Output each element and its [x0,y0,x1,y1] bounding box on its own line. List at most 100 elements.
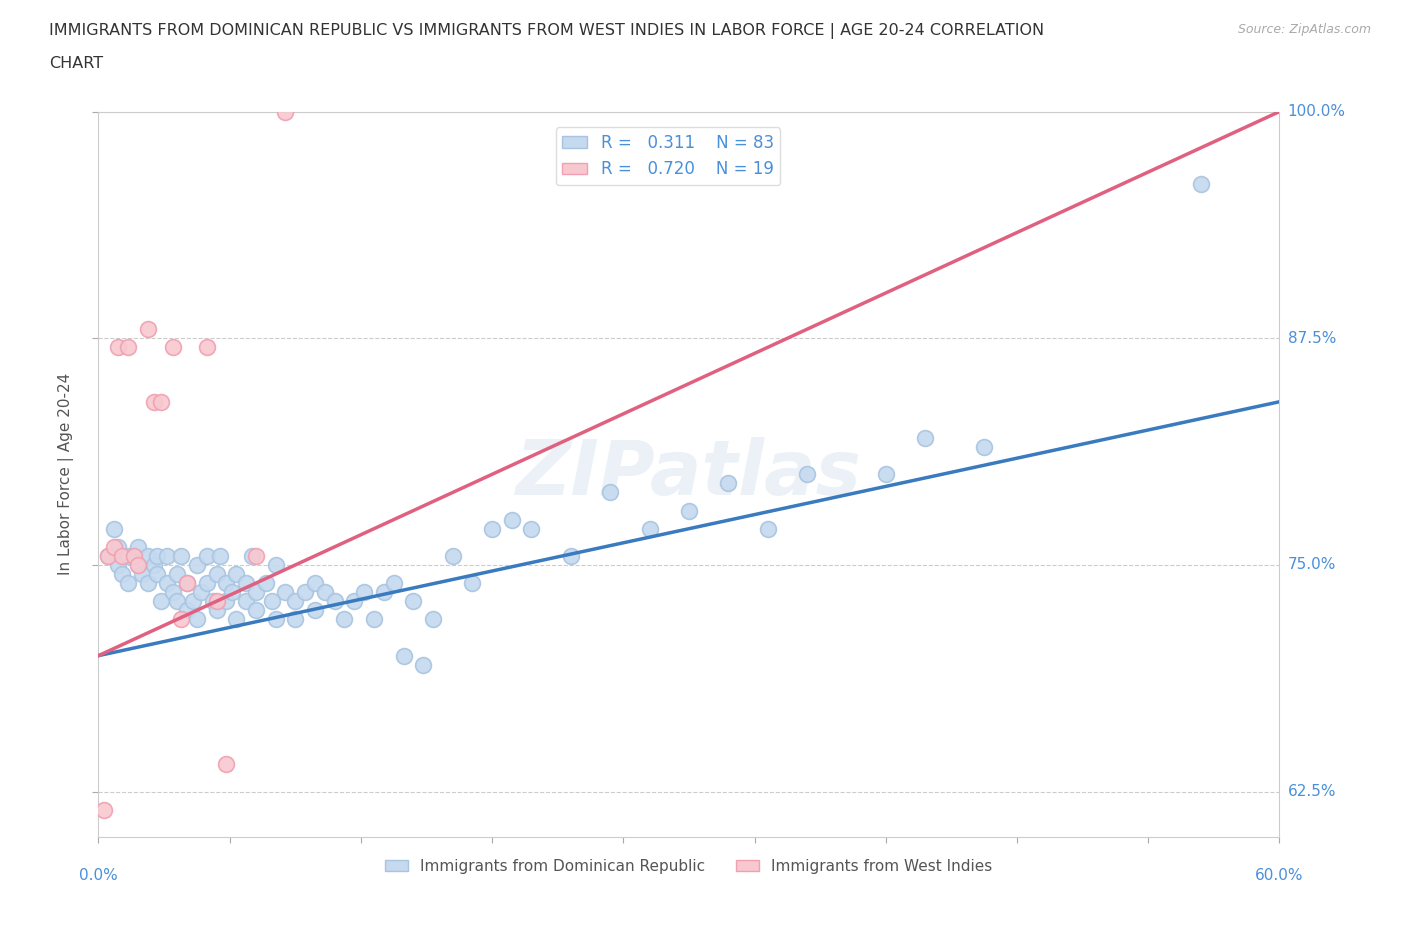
Point [245,603,267,618]
Point [142,394,165,409]
Point [127,539,149,554]
Point [122,549,145,564]
Point [343,593,366,608]
Point [314,585,336,600]
Point [162,340,184,355]
Point [392,648,415,663]
Point [195,549,218,564]
Point [176,576,198,591]
Point [353,585,375,600]
Point [103,521,125,536]
Point [122,549,145,564]
Point [136,549,159,564]
Point [245,549,267,564]
Text: Source: ZipAtlas.com: Source: ZipAtlas.com [1237,23,1371,36]
Point [796,467,818,482]
Point [412,658,434,672]
Point [117,549,139,564]
Point [422,612,444,627]
Point [875,467,897,482]
Point [235,593,257,608]
Point [209,549,232,564]
Point [127,557,149,572]
Point [170,612,193,627]
Point [111,549,134,564]
Point [235,576,257,591]
Point [176,576,198,591]
Point [264,612,287,627]
Point [205,603,228,618]
Point [107,557,129,572]
Point [264,557,287,572]
Point [274,585,297,600]
Point [560,549,582,564]
Point [221,585,243,600]
Text: 100.0%: 100.0% [1288,104,1346,119]
Point [638,521,661,536]
Point [717,476,740,491]
Point [195,340,218,355]
Point [93,803,115,817]
Point [373,585,395,600]
Point [382,576,405,591]
Point [461,576,484,591]
Point [481,521,503,536]
Point [190,585,212,600]
Point [304,576,326,591]
Point [284,612,307,627]
Point [225,566,247,581]
Point [333,612,356,627]
Point [363,612,385,627]
Point [215,757,238,772]
Text: CHART: CHART [49,56,103,71]
Text: 0.0%: 0.0% [79,868,118,883]
Text: ZIPatlas: ZIPatlas [516,437,862,512]
Point [181,593,204,608]
Point [186,612,208,627]
Point [156,576,179,591]
Point [323,593,346,608]
Point [294,585,316,600]
Point [225,612,247,627]
Point [240,549,263,564]
Point [142,557,165,572]
Point [201,593,224,608]
Point [205,593,228,608]
Point [117,576,139,591]
Point [205,566,228,581]
Point [170,549,193,564]
Point [107,340,129,355]
Point [973,440,995,455]
Point [1189,177,1212,192]
Text: 62.5%: 62.5% [1288,784,1336,799]
Point [166,593,188,608]
Text: 60.0%: 60.0% [1256,868,1303,883]
Point [97,549,120,564]
Point [97,549,120,564]
Point [520,521,543,536]
Point [260,593,283,608]
Text: 87.5%: 87.5% [1288,331,1336,346]
Point [136,322,159,337]
Point [245,585,267,600]
Point [186,557,208,572]
Point [678,503,700,518]
Point [111,566,134,581]
Point [176,603,198,618]
Point [166,566,188,581]
Point [441,549,464,564]
Point [136,576,159,591]
Point [146,566,169,581]
Point [131,566,153,581]
Text: IMMIGRANTS FROM DOMINICAN REPUBLIC VS IMMIGRANTS FROM WEST INDIES IN LABOR FORCE: IMMIGRANTS FROM DOMINICAN REPUBLIC VS IM… [49,23,1045,39]
Point [107,539,129,554]
Point [215,593,238,608]
Point [501,512,523,527]
Point [146,549,169,564]
Point [599,485,621,500]
Point [150,394,173,409]
Point [284,593,307,608]
Point [274,104,297,119]
Point [914,431,936,445]
Point [304,603,326,618]
